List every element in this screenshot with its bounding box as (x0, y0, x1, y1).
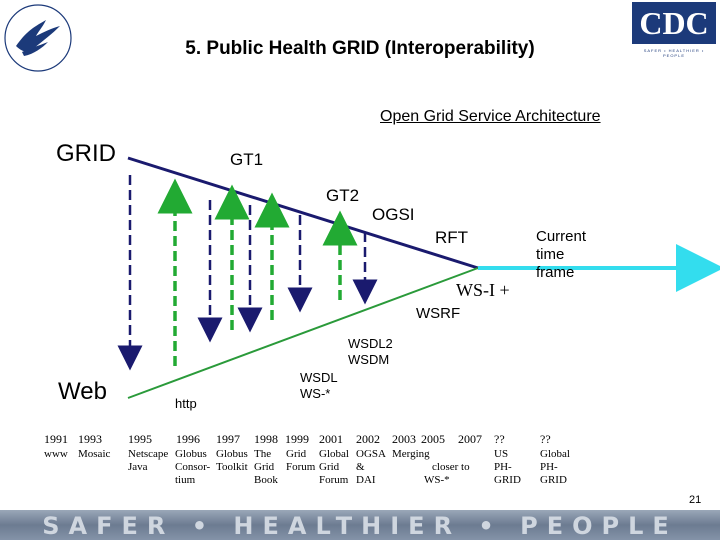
detail-line: & (356, 461, 365, 473)
cdc-logo: CDC (632, 2, 716, 44)
year-1991: 1991 (44, 432, 68, 446)
detail-line: Grid (319, 461, 340, 473)
detail-globus-consortium: Globus Consor- tium (175, 448, 210, 487)
detail-global-grid-forum: Global Grid Forum (319, 448, 349, 487)
year-1993: 1993 (78, 432, 102, 446)
current-line3: frame (536, 264, 575, 281)
detail-line: Java (128, 461, 148, 473)
detail-line: PH- (540, 461, 558, 473)
detail-line: Forum (286, 461, 316, 473)
detail-line: Grid (286, 448, 307, 460)
year-2005: 2005 (421, 432, 445, 446)
detail-line: Toolkit (216, 461, 248, 473)
detail-line: Global (540, 448, 570, 460)
detail-line: OGSA (356, 448, 386, 460)
web-label: Web (58, 378, 107, 405)
detail-line: Forum (319, 474, 349, 486)
detail-line: GRID (494, 474, 521, 486)
detail-line: Globus (216, 448, 248, 460)
footer-slogan: SAFER • HEALTHIER • PEOPLE (42, 512, 678, 540)
ogsa-label: Open Grid Service Architecture (380, 108, 601, 125)
year-2003: 2003 (392, 432, 416, 446)
detail-line: The (254, 448, 272, 460)
grid-evolution-line (127, 156, 479, 270)
wsdl2-label: WSDL2 WSDM (348, 336, 393, 368)
wsdl2-line1: WSDL2 (348, 336, 393, 351)
detail-line: Globus (175, 448, 207, 460)
current-line1: Current (536, 228, 587, 245)
hhs-eagle-logo (4, 4, 72, 72)
year-1995: 1995 (128, 432, 152, 446)
detail-line: Merging (392, 448, 430, 460)
gt2-label: GT2 (326, 186, 360, 205)
http-label: http (175, 396, 197, 411)
year-1999: 1999 (285, 432, 309, 446)
wsi-label: WS-I + (456, 280, 510, 300)
detail-mosaic: Mosaic (78, 448, 111, 460)
slide-number: 21 (689, 494, 702, 506)
detail-us-phgrid: US PH- GRID (494, 448, 521, 487)
year-1996: 1996 (176, 432, 200, 446)
year-2001: 2001 (319, 432, 343, 446)
detail-the-grid-book: The Grid Book (254, 448, 278, 487)
wsdl2-line2: WSDM (348, 352, 390, 367)
detail-line: US (494, 448, 509, 460)
web-evolution-line (127, 267, 479, 399)
detail-line: tium (175, 474, 196, 486)
detail-line: GRID (540, 474, 567, 486)
detail-global-phgrid: Global PH- GRID (540, 448, 570, 487)
wsdl-line1: WSDL (300, 370, 338, 385)
current-timeframe-label: Current time frame (536, 228, 586, 282)
wsrf-label: WSRF (416, 305, 461, 322)
detail-line: Consor- (175, 461, 211, 473)
detail-line: DAI (356, 474, 376, 486)
cdc-tagline: SAFER • HEALTHIER • PEOPLE (643, 48, 705, 58)
year-1998: 1998 (254, 432, 278, 446)
current-line2: time (536, 246, 565, 263)
wsdl-label: WSDL WS-* (300, 370, 338, 402)
detail-line: PH- (494, 461, 512, 473)
year-unknown-1: ?? (494, 432, 505, 446)
gt1-label: GT1 (230, 150, 264, 169)
rft-label: RFT (435, 228, 469, 247)
detail-merging: Merging closer to WS-* (392, 448, 470, 487)
slide-title: 5. Public Health GRID (Interoperability) (185, 38, 535, 59)
year-2002: 2002 (356, 432, 380, 446)
detail-netscape-java: Netscape Java (128, 448, 168, 474)
footer-bar (0, 510, 720, 540)
grid-label: GRID (56, 140, 116, 167)
detail-www: www (44, 448, 68, 460)
detail-line: Book (254, 474, 278, 486)
detail-line: Netscape (128, 448, 169, 460)
year-2007: 2007 (458, 432, 482, 446)
detail-line: WS-* (424, 474, 450, 486)
detail-ogsa-dai: OGSA & DAI (356, 448, 386, 487)
year-unknown-2: ?? (540, 432, 551, 446)
detail-line: Grid (254, 461, 275, 473)
wsdl-line2: WS-* (300, 386, 331, 401)
ogsi-label: OGSI (372, 205, 415, 224)
year-1997: 1997 (216, 432, 240, 446)
detail-globus-toolkit: Globus Toolkit (216, 448, 248, 474)
detail-grid-forum: Grid Forum (286, 448, 315, 474)
detail-line: Global (319, 448, 349, 460)
detail-line: closer to (432, 461, 470, 473)
